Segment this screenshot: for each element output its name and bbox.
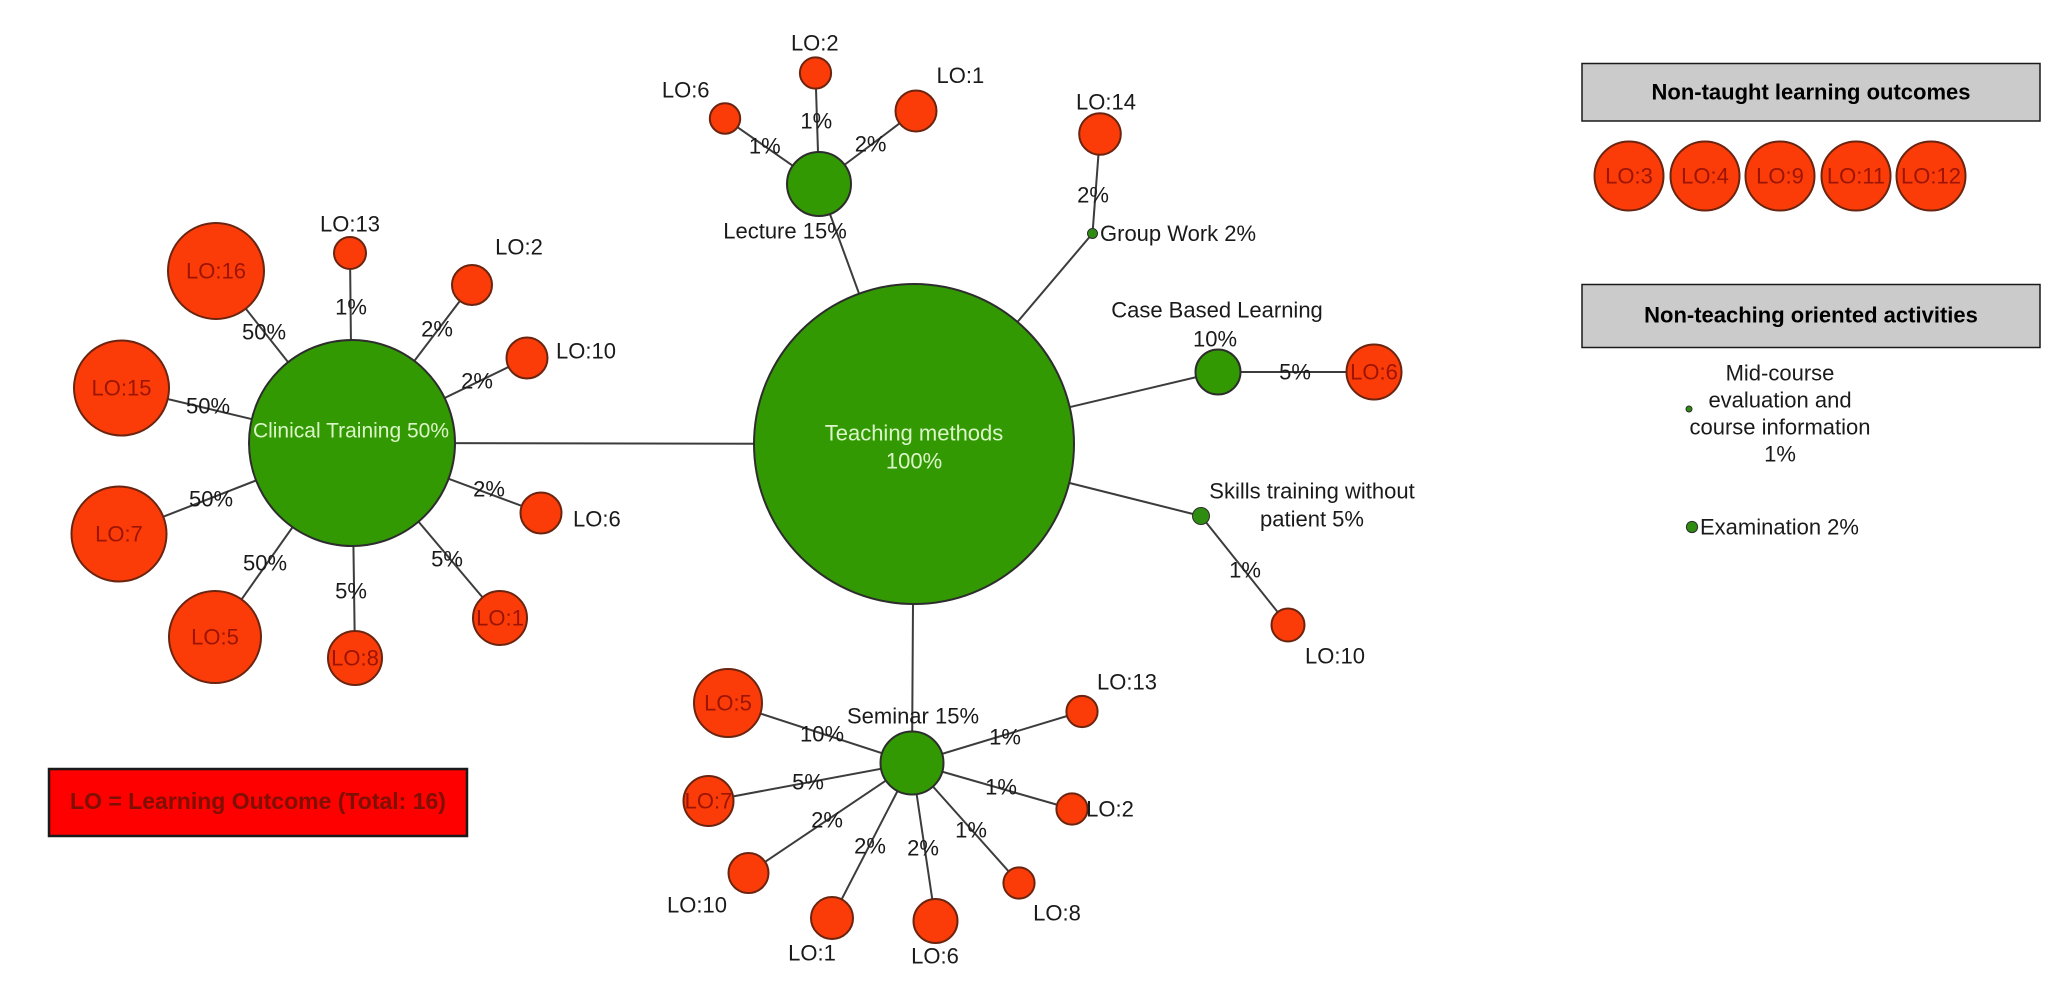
svg-text:LO:7: LO:7 bbox=[95, 522, 143, 547]
svg-text:LO:8: LO:8 bbox=[1033, 901, 1081, 926]
svg-text:LO:6: LO:6 bbox=[662, 78, 710, 103]
svg-text:LO:5: LO:5 bbox=[704, 691, 752, 716]
svg-text:1%: 1% bbox=[985, 775, 1017, 800]
svg-text:Lecture 15%: Lecture 15% bbox=[723, 219, 847, 244]
svg-text:2%: 2% bbox=[473, 477, 505, 502]
svg-text:LO:4: LO:4 bbox=[1681, 164, 1729, 189]
svg-text:Non-teaching oriented activiti: Non-teaching oriented activities bbox=[1644, 303, 1978, 328]
svg-text:LO:10: LO:10 bbox=[556, 339, 616, 364]
svg-text:LO:2: LO:2 bbox=[495, 235, 543, 260]
svg-text:LO:1: LO:1 bbox=[476, 606, 524, 631]
svg-text:Non-taught learning outcomes: Non-taught learning outcomes bbox=[1652, 80, 1971, 105]
svg-text:1%: 1% bbox=[955, 818, 987, 843]
svg-text:100%: 100% bbox=[886, 449, 942, 474]
svg-text:Seminar 15%: Seminar 15% bbox=[847, 704, 979, 729]
svg-text:Mid-course: Mid-course bbox=[1726, 361, 1835, 386]
svg-text:5%: 5% bbox=[431, 547, 463, 572]
svg-text:LO:6: LO:6 bbox=[911, 944, 959, 969]
svg-text:50%: 50% bbox=[186, 394, 230, 419]
svg-text:LO:3: LO:3 bbox=[1605, 164, 1653, 189]
svg-text:LO:1: LO:1 bbox=[937, 63, 985, 88]
svg-text:LO:2: LO:2 bbox=[791, 31, 839, 56]
svg-text:1%: 1% bbox=[989, 725, 1021, 750]
svg-text:1%: 1% bbox=[335, 295, 367, 320]
svg-text:LO:12: LO:12 bbox=[1901, 164, 1961, 189]
svg-text:LO:13: LO:13 bbox=[320, 212, 380, 237]
svg-text:LO:16: LO:16 bbox=[186, 259, 246, 284]
svg-text:5%: 5% bbox=[1279, 360, 1311, 385]
svg-text:Examination 2%: Examination 2% bbox=[1700, 515, 1859, 540]
svg-text:1%: 1% bbox=[1764, 442, 1796, 467]
svg-text:50%: 50% bbox=[189, 487, 233, 512]
svg-text:Skills training without: Skills training without bbox=[1209, 479, 1414, 504]
svg-text:1%: 1% bbox=[1229, 558, 1261, 583]
svg-text:LO:10: LO:10 bbox=[1305, 644, 1365, 669]
svg-text:evaluation and: evaluation and bbox=[1708, 388, 1851, 413]
svg-text:1%: 1% bbox=[800, 109, 832, 134]
svg-text:LO:8: LO:8 bbox=[331, 646, 379, 671]
svg-text:LO:11: LO:11 bbox=[1827, 164, 1885, 189]
svg-text:2%: 2% bbox=[461, 369, 493, 394]
svg-text:10%: 10% bbox=[1193, 327, 1237, 352]
svg-text:5%: 5% bbox=[335, 579, 367, 604]
svg-text:5%: 5% bbox=[792, 770, 824, 795]
svg-text:2%: 2% bbox=[855, 132, 887, 157]
svg-text:LO:14: LO:14 bbox=[1076, 90, 1136, 115]
svg-text:2%: 2% bbox=[907, 836, 939, 861]
svg-text:LO:7: LO:7 bbox=[685, 789, 733, 814]
svg-text:LO:2: LO:2 bbox=[1086, 797, 1134, 822]
svg-text:Group Work 2%: Group Work 2% bbox=[1100, 221, 1256, 246]
svg-text:LO:15: LO:15 bbox=[92, 376, 152, 401]
svg-text:Teaching methods: Teaching methods bbox=[825, 421, 1004, 446]
svg-text:Clinical Training 50%: Clinical Training 50% bbox=[253, 419, 449, 442]
svg-text:2%: 2% bbox=[421, 317, 453, 342]
svg-text:LO:6: LO:6 bbox=[573, 507, 621, 532]
svg-text:1%: 1% bbox=[749, 134, 781, 159]
svg-text:LO:5: LO:5 bbox=[191, 625, 239, 650]
svg-text:10%: 10% bbox=[800, 722, 844, 747]
svg-text:LO:13: LO:13 bbox=[1097, 670, 1157, 695]
svg-text:50%: 50% bbox=[242, 320, 286, 345]
svg-text:LO:6: LO:6 bbox=[1350, 360, 1398, 385]
svg-text:LO = Learning Outcome (Total:: LO = Learning Outcome (Total: 16) bbox=[70, 788, 446, 814]
svg-text:course information: course information bbox=[1690, 415, 1871, 440]
svg-text:LO:10: LO:10 bbox=[667, 893, 727, 918]
svg-text:Case Based Learning: Case Based Learning bbox=[1111, 298, 1323, 323]
svg-text:patient 5%: patient 5% bbox=[1260, 507, 1364, 532]
svg-text:LO:9: LO:9 bbox=[1756, 164, 1804, 189]
svg-text:2%: 2% bbox=[854, 834, 886, 859]
svg-text:2%: 2% bbox=[811, 808, 843, 833]
svg-text:2%: 2% bbox=[1077, 183, 1109, 208]
svg-text:LO:1: LO:1 bbox=[788, 941, 836, 966]
svg-text:50%: 50% bbox=[243, 551, 287, 576]
